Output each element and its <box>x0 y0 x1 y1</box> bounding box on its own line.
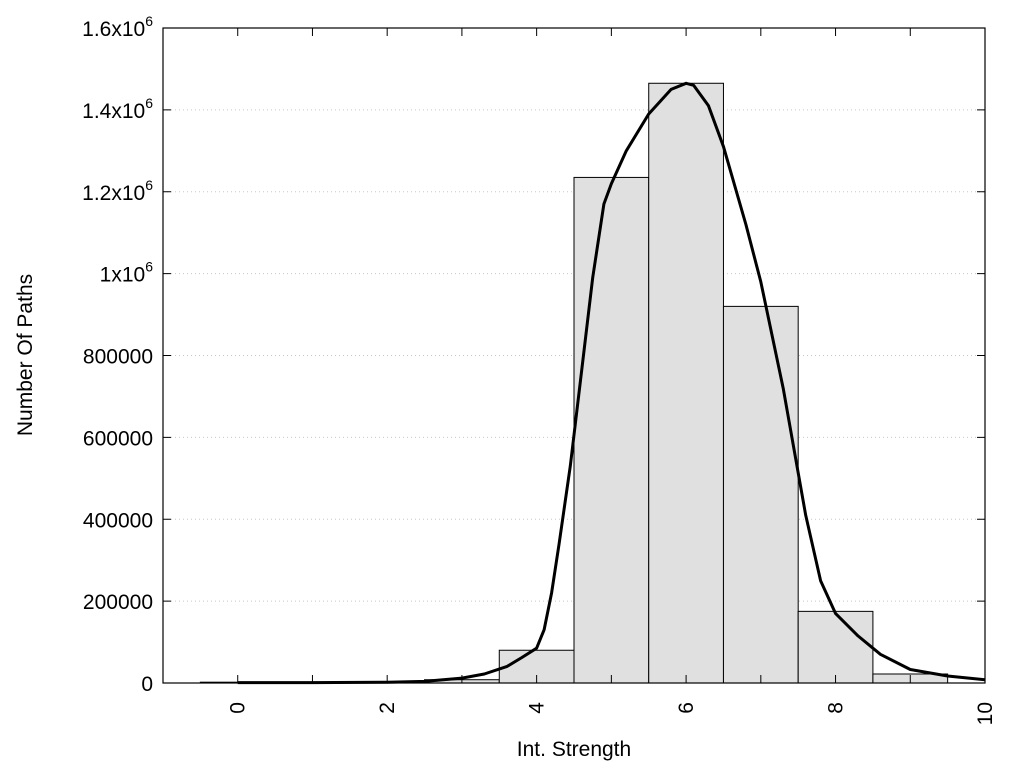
y-tick-label-2: 400000 <box>83 509 153 532</box>
y-tick-label-4: 800000 <box>83 346 153 369</box>
y-tick-label-1: 200000 <box>83 591 153 614</box>
bar-8 <box>797 610 874 684</box>
x-tick-label-0: 0 <box>227 702 250 714</box>
y-tick-label-7: 1.4x106 <box>82 95 153 123</box>
histogram-bars <box>199 82 949 684</box>
x-tick-label-10: 10 <box>974 702 997 725</box>
fit-curve-layer <box>237 81 986 685</box>
bar-6 <box>648 82 724 684</box>
bar-7 <box>722 305 799 684</box>
x-tick-label-8: 8 <box>825 702 848 714</box>
axis-ticks <box>162 27 986 684</box>
x-tick-label-4: 4 <box>526 702 549 714</box>
y-axis-label: Number Of Paths <box>14 274 37 436</box>
grid-lines <box>163 109 985 602</box>
y-tick-label-0: 0 <box>141 673 153 696</box>
y-tick-label-8: 1.6x106 <box>82 13 153 41</box>
x-tick-label-2: 2 <box>376 702 399 714</box>
y-tick-labels: 0 200000 400000 600000 800000 1x106 1.2x106 1.4… <box>82 13 153 696</box>
y-tick-label-5: 1x106 <box>100 259 154 287</box>
y-tick-label-6: 1.2x106 <box>82 177 153 205</box>
x-tick-labels: 0 2 4 6 8 10 <box>227 702 997 726</box>
y-tick-label-3: 600000 <box>83 427 153 450</box>
bar-5 <box>573 176 650 684</box>
x-tick-label-6: 6 <box>675 702 698 714</box>
fit-curve <box>237 81 986 685</box>
x-axis-label: Int. Strength <box>517 738 631 761</box>
